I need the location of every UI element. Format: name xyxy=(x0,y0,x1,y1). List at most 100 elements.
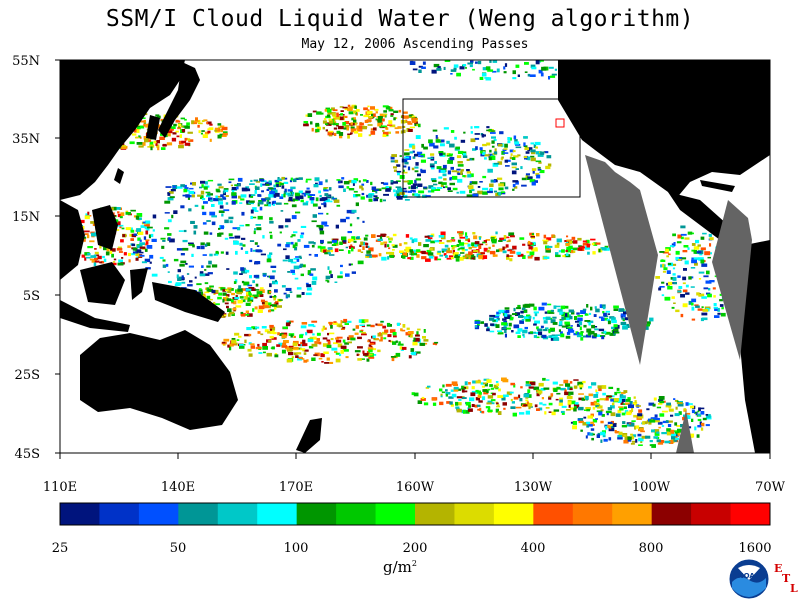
cloud-water-cell xyxy=(593,400,597,405)
cloud-water-cell xyxy=(346,126,349,131)
cloud-water-cell xyxy=(539,42,543,45)
cloud-water-cell xyxy=(179,134,182,138)
cloud-water-cell xyxy=(618,406,624,408)
cloud-water-cell xyxy=(591,437,594,441)
cloud-water-cell xyxy=(492,392,496,396)
cloud-water-cell xyxy=(412,68,418,71)
cloud-water-cell xyxy=(438,242,445,244)
cloud-water-cell xyxy=(471,386,475,390)
cloud-water-cell xyxy=(277,178,283,181)
cloud-water-cell xyxy=(479,243,484,246)
cloud-water-cell xyxy=(239,346,245,349)
cloud-water-cell xyxy=(330,249,334,253)
cloud-water-cell xyxy=(423,402,429,406)
cloud-water-cell xyxy=(249,293,252,297)
cloud-water-cell xyxy=(377,238,383,242)
cloud-water-cell xyxy=(541,66,547,71)
cloud-water-cell xyxy=(529,74,536,77)
cloud-water-cell xyxy=(543,320,548,324)
cloud-water-cell xyxy=(219,133,223,136)
cloud-water-cell xyxy=(322,337,328,340)
cloud-water-cell xyxy=(492,60,498,63)
cloud-water-cell xyxy=(422,61,426,65)
cloud-water-cell xyxy=(519,398,523,402)
cloud-water-cell xyxy=(431,55,437,58)
cloud-water-cell xyxy=(613,328,619,332)
cloud-water-cell xyxy=(300,199,304,203)
cloud-water-cell xyxy=(436,67,442,71)
cloud-water-cell xyxy=(225,195,229,197)
cloud-water-cell xyxy=(201,184,204,188)
cloud-water-cell xyxy=(193,225,198,229)
cloud-water-cell xyxy=(247,289,251,294)
cloud-water-cell xyxy=(117,221,121,226)
cloud-water-cell xyxy=(269,275,275,280)
cloud-water-cell xyxy=(552,381,558,385)
cloud-water-cell xyxy=(226,305,229,309)
cloud-water-cell xyxy=(337,179,341,184)
cloud-water-cell xyxy=(558,250,564,253)
cloud-water-cell xyxy=(546,155,552,159)
cloud-water-cell xyxy=(137,237,141,241)
cloud-water-cell xyxy=(168,280,172,284)
cloud-water-cell xyxy=(654,420,660,423)
cloud-water-cell xyxy=(449,401,453,405)
cloud-water-cell xyxy=(661,294,665,297)
cloud-water-cell xyxy=(707,256,711,259)
cloud-water-cell xyxy=(486,402,492,405)
cloud-water-cell xyxy=(613,305,619,309)
cloud-water-cell xyxy=(463,51,467,53)
cloud-water-cell xyxy=(187,138,191,141)
cloud-water-cell xyxy=(664,296,671,301)
cloud-water-cell xyxy=(269,191,276,195)
cloud-water-cell xyxy=(534,256,540,261)
cloud-water-cell xyxy=(502,402,507,406)
cloud-water-cell xyxy=(312,214,317,218)
lat-label: 25S xyxy=(15,368,40,383)
cloud-water-cell xyxy=(516,307,521,310)
cloud-water-cell xyxy=(290,235,293,238)
cloud-water-cell xyxy=(489,330,495,333)
cloud-water-cell xyxy=(229,236,235,239)
cloud-water-cell xyxy=(517,74,520,77)
cloud-water-cell xyxy=(427,237,433,240)
cloud-water-cell xyxy=(173,210,178,214)
lon-label: 100W xyxy=(632,480,671,495)
cloud-water-cell xyxy=(635,425,640,429)
cloud-water-cell xyxy=(308,241,314,244)
cloud-water-cell xyxy=(431,69,437,74)
cloud-water-cell xyxy=(589,432,593,436)
cloud-water-cell xyxy=(333,197,338,201)
cloud-water-cell xyxy=(231,339,237,344)
cloud-water-cell xyxy=(556,50,562,52)
cloud-water-cell xyxy=(489,314,496,317)
cloud-water-cell xyxy=(136,213,143,217)
cloud-water-cell xyxy=(330,200,333,203)
cloud-water-cell xyxy=(329,187,332,191)
cloud-water-cell xyxy=(399,346,403,350)
cloud-water-cell xyxy=(337,125,344,130)
cloud-water-cell xyxy=(675,406,678,410)
cloud-water-cell xyxy=(324,362,330,364)
cloud-water-cell xyxy=(533,306,537,311)
cloud-water-cell xyxy=(269,295,272,298)
cloud-water-cell xyxy=(323,188,327,191)
cloud-water-cell xyxy=(453,383,458,387)
cloud-water-cell xyxy=(167,130,173,134)
cloud-water-cell xyxy=(261,190,264,193)
cloud-water-cell xyxy=(218,201,223,205)
cloud-water-cell xyxy=(579,387,583,390)
cloud-water-cell xyxy=(269,309,275,312)
cloud-water-cell xyxy=(634,425,637,430)
lon-label: 70W xyxy=(755,480,786,495)
cloud-water-cell xyxy=(87,211,90,215)
cloud-water-cell xyxy=(113,215,117,217)
colorbar: 25 50 100 200 400 800 1600 xyxy=(52,502,772,556)
cloud-water-cell xyxy=(156,125,162,129)
cloud-water-cell xyxy=(234,235,241,239)
cloud-water-cell xyxy=(259,287,264,290)
cloud-water-cell xyxy=(611,317,616,321)
cloud-water-cell xyxy=(529,406,533,408)
cloud-water-cell xyxy=(490,323,495,326)
cloud-water-cell xyxy=(676,402,683,405)
